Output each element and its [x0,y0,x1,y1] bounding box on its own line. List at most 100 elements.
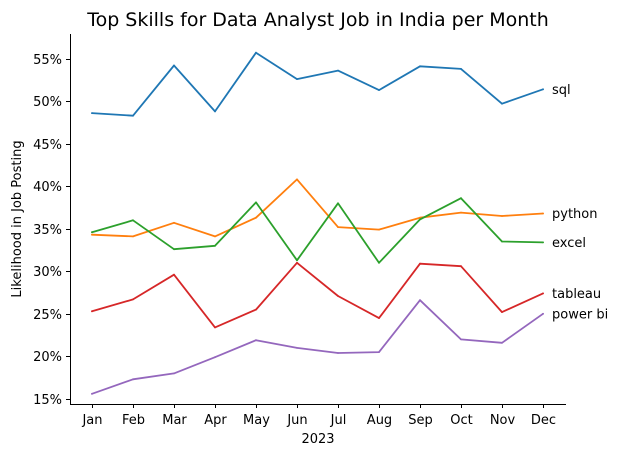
y-tick-label: 50% [33,95,62,110]
series-line-excel [91,197,544,264]
data-point-sql [378,89,380,91]
y-axis-label: Likelihood in Job Posting [10,140,25,297]
data-point-excel [542,241,544,244]
data-point-excel [337,202,339,205]
data-point-tableau [542,292,544,295]
data-point-tableau [91,310,93,313]
data-point-excel [501,240,503,243]
y-tick-label: 15% [33,393,62,408]
data-point-tableau [132,298,134,301]
data-point-python [173,221,175,224]
data-point-python [337,226,339,229]
data-point-python [542,212,544,215]
data-point-python [460,211,462,214]
data-point-tableau [378,317,380,319]
data-point-excel [91,231,93,234]
y-tick-label: 30% [33,265,62,280]
data-point-power-bi [501,341,503,344]
data-point-power-bi [378,351,380,353]
data-point-tableau [214,326,216,329]
x-tick-label: Dec [531,413,556,428]
data-point-python [296,178,298,181]
data-point-power-bi [419,299,421,302]
data-point-python [255,216,257,219]
x-tick-label: Sep [408,413,433,428]
data-point-python [378,228,380,231]
data-point-sql [214,110,216,113]
x-tick-label: May [243,413,270,428]
data-point-sql [255,51,257,54]
x-tick-label: Jan [81,413,102,428]
x-tick-label: Apr [204,413,227,428]
data-point-excel [255,201,257,204]
x-tick-label: Aug [367,413,392,428]
x-tick-label: Jul [330,413,347,428]
x-axis-label: 2023 [301,432,334,447]
data-point-sql [91,112,93,114]
x-tick-label: Nov [490,413,516,428]
data-point-excel [419,218,421,221]
series-label-tableau: tableau [552,287,601,302]
data-point-power-bi [460,338,462,341]
data-point-power-bi [542,312,544,315]
y-tick-label: 55% [33,53,62,68]
data-point-excel [378,261,380,264]
series-line-python [91,178,544,238]
data-point-tableau [173,273,175,276]
x-ticks: Jan Feb Mar Apr May Jun Jul Aug Sep Oct Nov Dec [81,404,556,428]
data-point-python [91,233,93,236]
series-line-sql [91,51,544,117]
data-point-tableau [337,295,339,297]
data-point-sql [173,64,175,67]
series-labels: sql python excel tableau power bi [552,83,608,322]
series-label-sql: sql [552,83,571,98]
data-point-sql [132,114,134,117]
data-point-sql [460,68,462,70]
data-point-sql [296,78,298,80]
data-point-python [214,235,216,238]
data-point-power-bi [132,378,134,381]
data-point-sql [542,88,544,91]
data-point-excel [132,219,134,222]
data-point-excel [296,259,298,262]
chart-title: Top Skills for Data Analyst Job in India… [86,9,549,31]
data-point-power-bi [337,352,339,354]
x-tick-label: Feb [122,413,145,428]
data-point-tableau [460,265,462,268]
x-tick-label: Mar [162,413,187,428]
series-label-power-bi: power bi [552,307,608,322]
data-point-sql [419,65,421,68]
x-tick-label: Oct [450,413,472,428]
y-tick-label: 25% [33,308,62,323]
data-point-excel [460,197,462,200]
y-tick-label: 45% [33,138,62,153]
data-point-power-bi [296,347,298,349]
data-point-python [501,215,503,217]
data-point-sql [337,69,339,72]
data-point-power-bi [255,339,257,342]
data-point-power-bi [91,392,93,395]
data-point-sql [501,102,503,105]
y-tick-label: 40% [33,180,62,195]
x-tick-label: Jun [286,413,307,428]
data-point-power-bi [173,372,175,375]
series-line-power-bi [91,299,544,395]
axes [70,34,566,405]
y-ticks: 15% 20% 25% 30% 35% 40% 45% 50% 55% [33,53,70,408]
data-point-tableau [255,308,257,311]
data-point-python [132,235,134,238]
data-point-power-bi [214,356,216,359]
data-point-tableau [296,261,298,264]
y-tick-label: 20% [33,350,62,365]
data-point-excel [173,248,175,251]
series-group [91,51,544,395]
y-tick-label: 35% [33,223,62,238]
series-label-python: python [552,207,597,222]
data-point-tableau [501,311,503,313]
data-point-python [419,216,421,219]
series-line-tableau [91,261,544,329]
data-point-tableau [419,262,421,265]
series-label-excel: excel [552,236,586,251]
